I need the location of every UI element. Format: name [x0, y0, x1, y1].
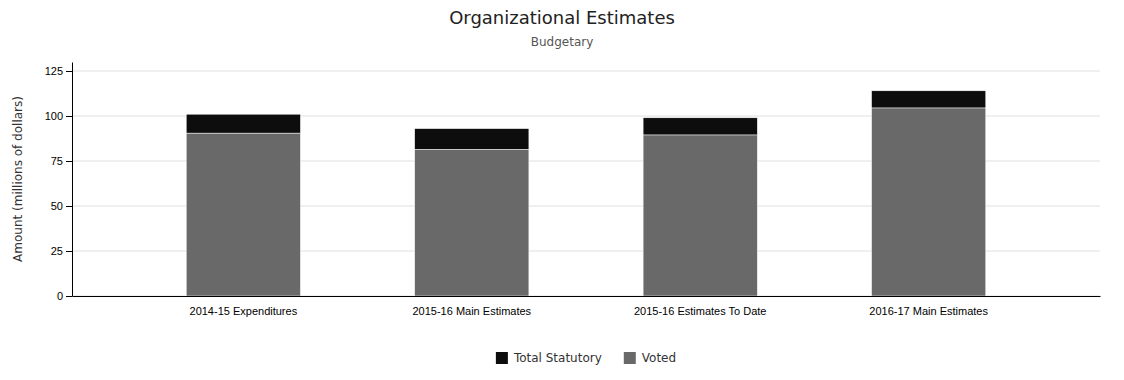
x-tick: 2016-17 Main Estimates — [869, 305, 988, 317]
bar — [872, 91, 986, 108]
y-tick-label: 125 — [45, 65, 63, 77]
y-tick: 0 — [57, 290, 72, 302]
x-axis-line — [73, 296, 1101, 297]
y-tick-mark — [66, 296, 72, 297]
bar — [643, 118, 757, 135]
x-tick: 2014-15 Expenditures — [190, 305, 298, 317]
legend-label: Voted — [642, 351, 676, 365]
bar — [872, 108, 986, 296]
y-tick-mark — [66, 206, 72, 207]
y-axis-line — [72, 63, 73, 297]
y-axis-title: Amount (millions of dollars) — [11, 96, 25, 262]
legend-item: Total Statutory — [496, 351, 602, 365]
y-tick-label: 50 — [51, 200, 63, 212]
chart: Organizational Estimates Budgetary 0 25 50 75… — [0, 0, 1124, 380]
bar-series — [186, 91, 986, 150]
legend: Total Statutory Voted — [496, 351, 676, 365]
y-tick: 25 — [51, 245, 72, 257]
bar — [415, 129, 529, 150]
bar — [186, 114, 300, 133]
x-tick-label: 2015-16 Estimates To Date — [634, 305, 766, 317]
bar — [643, 135, 757, 296]
plot: 0 25 50 75 100 125 2014-15 Expenditures 2015-16… — [45, 63, 1101, 317]
legend-label: Total Statutory — [513, 351, 602, 365]
bar — [415, 149, 529, 296]
y-tick: 125 — [45, 65, 72, 77]
legend-item: Voted — [624, 351, 676, 365]
y-axis: 0 25 50 75 100 125 — [45, 63, 73, 303]
bars — [186, 91, 986, 296]
x-tick: 2015-16 Main Estimates — [412, 305, 531, 317]
x-tick-label: 2014-15 Expenditures — [190, 305, 298, 317]
y-tick-label: 75 — [51, 155, 63, 167]
y-tick: 50 — [51, 200, 72, 212]
grid — [72, 71, 1100, 296]
bar-series — [186, 108, 986, 296]
legend-swatch — [624, 352, 636, 364]
grid-line — [72, 71, 1100, 72]
title: Organizational Estimates — [449, 7, 675, 28]
y-tick-mark — [66, 161, 72, 162]
y-tick: 75 — [51, 155, 72, 167]
x-tick-label: 2015-16 Main Estimates — [412, 305, 531, 317]
y-tick-label: 0 — [57, 290, 63, 302]
y-tick-mark — [66, 71, 72, 72]
subtitle: Budgetary — [531, 35, 594, 49]
legend-swatch — [496, 352, 508, 364]
y-tick: 100 — [45, 110, 72, 122]
bar — [186, 133, 300, 296]
x-axis: 2014-15 Expenditures 2015-16 Main Estimat… — [73, 297, 1101, 317]
y-tick-label: 25 — [51, 245, 63, 257]
x-tick-label: 2016-17 Main Estimates — [869, 305, 988, 317]
y-tick-mark — [66, 251, 72, 252]
y-tick-mark — [66, 116, 72, 117]
x-tick: 2015-16 Estimates To Date — [634, 305, 766, 317]
y-tick-label: 100 — [45, 110, 63, 122]
